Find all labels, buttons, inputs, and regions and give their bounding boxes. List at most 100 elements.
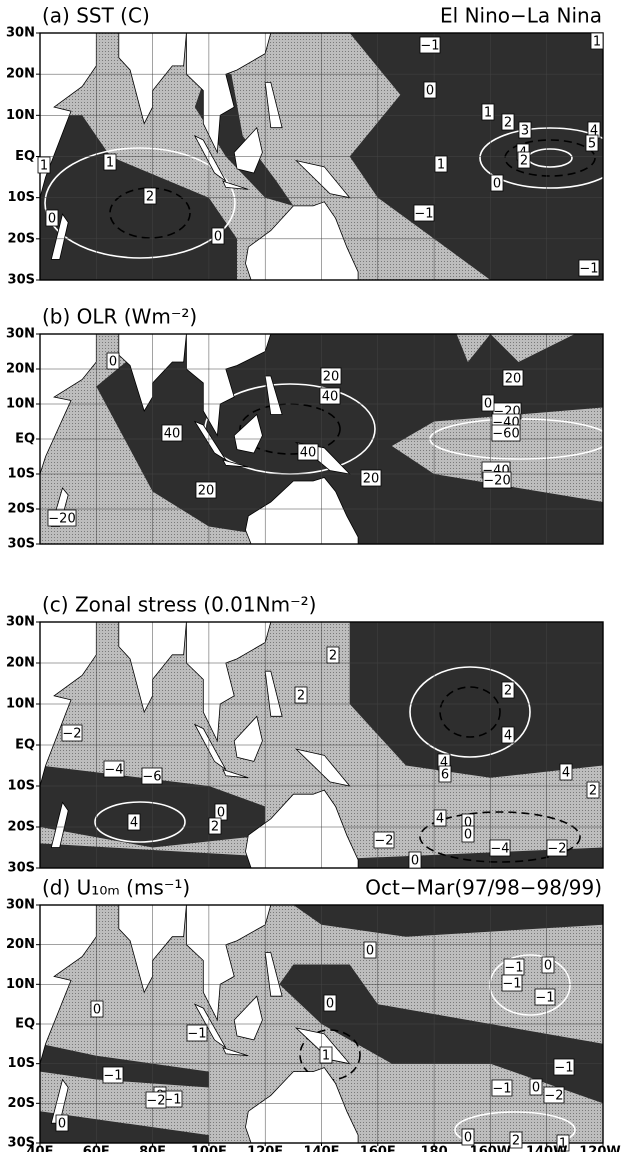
contour-label: −1 — [414, 207, 433, 222]
y-tick-label: 30N — [6, 615, 35, 630]
contour-label: 0 — [109, 355, 117, 370]
contour-label: −4 — [490, 842, 509, 857]
contour-label: −1 — [504, 961, 523, 976]
contour-label: −1 — [502, 977, 521, 992]
contour-label: 0 — [366, 944, 374, 959]
y-tick-label: 20S — [8, 820, 35, 835]
contour-label: 1 — [437, 158, 445, 173]
y-tick-label: EQ — [15, 432, 35, 447]
contour-label: −1 — [579, 262, 598, 277]
contour-label: 6 — [441, 768, 449, 783]
contour-label: 20 — [198, 484, 215, 499]
contour-label: 0 — [58, 1117, 66, 1132]
y-tick-label: 30S — [8, 537, 35, 552]
contour-label: 0 — [532, 1081, 540, 1096]
y-tick-label: 20N — [6, 362, 35, 377]
y-tick-label: 10N — [6, 977, 35, 992]
x-tick-label: 140W — [526, 1145, 567, 1152]
contour-label: 1 — [484, 106, 492, 121]
x-tick-label: 160E — [360, 1145, 396, 1152]
contour-label: −2 — [544, 1089, 563, 1104]
contour-label: 0 — [464, 828, 472, 843]
contour-label: −6 — [142, 770, 161, 785]
x-tick-label: 180 — [421, 1145, 448, 1152]
contour-label: −2 — [374, 834, 393, 849]
contour-label: 20 — [323, 370, 340, 385]
y-tick-label: 30S — [8, 273, 35, 288]
y-tick-label: 30N — [6, 898, 35, 913]
x-tick-label: 40E — [27, 1145, 54, 1152]
x-tick-label: 80E — [139, 1145, 166, 1152]
y-tick-label: 20N — [6, 937, 35, 952]
map-panel: 30N 20N 10N EQ 10S 20S 30S (c) Zonal stress (0.… — [6, 593, 603, 876]
y-tick-label: 30S — [8, 861, 35, 876]
contour-label: 4 — [504, 729, 512, 744]
y-tick-label: EQ — [15, 1017, 35, 1032]
y-tick-label: 10S — [8, 467, 35, 482]
contour-label: 2 — [211, 820, 219, 835]
panel-title: (b) OLR (Wm⁻²) — [42, 305, 197, 329]
y-tick-label: 30N — [6, 26, 35, 41]
contour-label: 40 — [164, 427, 181, 442]
panel-title: (c) Zonal stress (0.01Nm⁻²) — [42, 593, 316, 617]
contour-label: 1 — [106, 156, 114, 171]
contour-label: 2 — [329, 649, 337, 664]
contour-label: 20 — [363, 472, 380, 487]
contour-label: −20 — [483, 474, 510, 489]
contour-label: −2 — [146, 1094, 165, 1109]
contour-label: 1 — [322, 1049, 330, 1064]
y-tick-label: 30N — [6, 327, 35, 342]
contour-label: 0 — [214, 230, 222, 245]
y-tick-label: 20N — [6, 656, 35, 671]
contour-label: 20 — [505, 372, 522, 387]
x-tick-label: 120E — [247, 1145, 283, 1152]
contour-label: 2 — [146, 190, 154, 205]
contour-label: −1 — [492, 1082, 511, 1097]
panel-title: (a) SST (C) — [42, 4, 150, 28]
y-tick-label: 10S — [8, 779, 35, 794]
contour-label: 0 — [93, 1003, 101, 1018]
x-tick-label: 120W — [579, 1145, 620, 1152]
contour-label: 2 — [520, 154, 528, 169]
y-tick-label: 10N — [6, 397, 35, 412]
y-tick-label: 10N — [6, 697, 35, 712]
contour-label: 40 — [322, 390, 339, 405]
contour-label: 4 — [130, 816, 138, 831]
contour-label: 0 — [411, 854, 419, 869]
contour-label: 5 — [588, 137, 596, 152]
contour-label: −1 — [420, 39, 439, 54]
contour-label: 0 — [48, 212, 56, 227]
y-tick-label: 10S — [8, 190, 35, 205]
panel-right-title: El Nino−La Nina — [440, 4, 602, 28]
contour-label: −1 — [103, 1069, 122, 1084]
contour-label: 0 — [493, 177, 501, 192]
contour-label: 0 — [464, 1131, 472, 1146]
map-panel: 30N 20N 10N EQ 10S 20S 30S (b) OLR (Wm⁻²) 0 20 40 2… — [6, 305, 610, 552]
x-tick-label: 140E — [303, 1145, 339, 1152]
contour-label: 2 — [512, 1134, 520, 1149]
contour-label: 4 — [562, 766, 570, 781]
contour-label: 1 — [40, 159, 48, 174]
y-tick-label: 20S — [8, 231, 35, 246]
y-tick-label: 10S — [8, 1056, 35, 1071]
y-tick-label: EQ — [15, 738, 35, 753]
contour-label: 2 — [504, 116, 512, 131]
contour-label: −2 — [547, 842, 566, 857]
contour-label: 40 — [300, 446, 317, 461]
contour-label: −4 — [104, 763, 123, 778]
contour-label: −20 — [48, 512, 75, 527]
contour-label: 0 — [484, 397, 492, 412]
panel-title: (d) U₁₀ₘ (ms⁻¹) — [42, 876, 190, 900]
contour-label: −1 — [535, 991, 554, 1006]
contour-label: 3 — [521, 124, 529, 139]
contour-label: 2 — [504, 684, 512, 699]
x-tick-label: 100E — [191, 1145, 227, 1152]
panel-right-title: Oct−Mar(97/98−98/99) — [365, 876, 602, 900]
contour-label: 0 — [326, 997, 334, 1012]
contour-label: −1 — [554, 1061, 573, 1076]
contour-label: 0 — [426, 84, 434, 99]
figure: 30N 20N 10N EQ 10S 20S 30S (a) SST (C) El Nino−L… — [0, 0, 621, 1152]
y-tick-label: 20S — [8, 502, 35, 517]
